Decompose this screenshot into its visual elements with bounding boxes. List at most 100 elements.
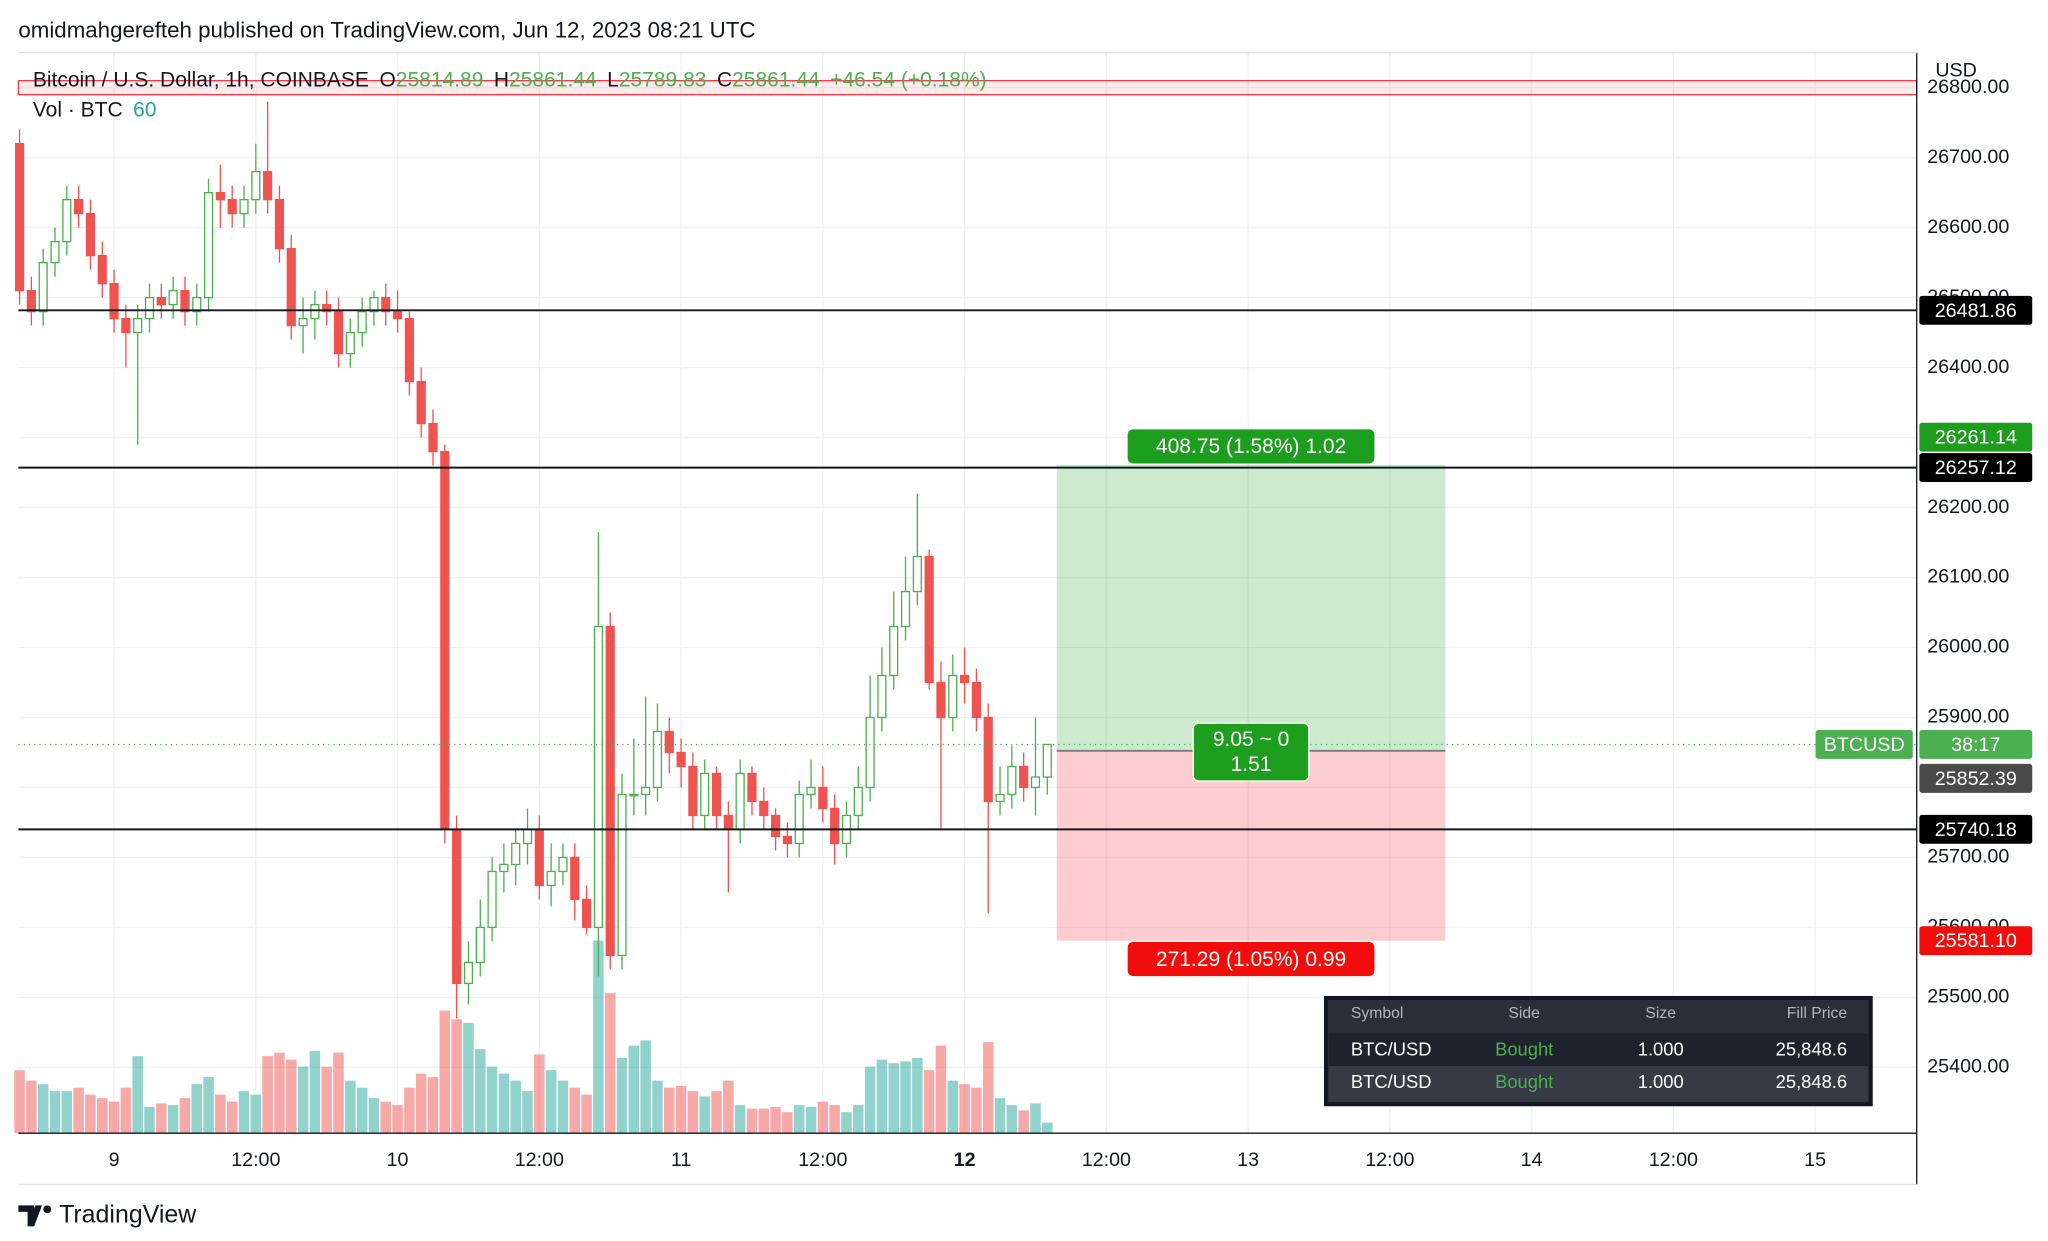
candle-body — [428, 422, 438, 453]
table-cell: BTC/USD — [1351, 1071, 1432, 1092]
profit-zone — [1056, 464, 1446, 751]
candle-body — [830, 807, 840, 845]
target-tag: 26261.14 — [1935, 427, 2017, 449]
candle-body — [593, 625, 603, 929]
table-cell: BTC/USD — [1351, 1038, 1432, 1059]
y-tick-label: 25900.00 — [1927, 706, 2009, 728]
volume-bar — [841, 1112, 852, 1134]
candle-body — [1007, 765, 1017, 796]
volume-bar — [321, 1066, 332, 1134]
loss-zone — [1056, 750, 1446, 941]
footer-brand: TradingView — [59, 1200, 197, 1228]
y-tick-label: 26100.00 — [1927, 566, 2009, 588]
candle-body — [700, 772, 710, 817]
candle-body — [948, 674, 958, 719]
symbol-tag-bg — [1815, 730, 1913, 759]
volume-bar — [404, 1087, 415, 1134]
candle-body — [203, 192, 214, 299]
candle-body — [641, 786, 651, 796]
volume-legend: Vol · BTC 60 — [33, 98, 157, 121]
volume-bar — [132, 1056, 143, 1134]
candle-body — [26, 289, 36, 313]
table-cell: 25,848.6 — [1776, 1071, 1847, 1092]
legend: Bitcoin / U.S. Dollar, 1h, COINBASE O2581… — [33, 68, 987, 91]
volume-bar — [734, 1105, 746, 1134]
x-tick-label: 13 — [1237, 1149, 1259, 1171]
volume-bar — [723, 1080, 734, 1134]
x-tick-label: 12:00 — [1082, 1149, 1131, 1171]
candle-body — [50, 240, 60, 264]
level-tag-bg — [1919, 814, 2033, 844]
volume-bar — [534, 1054, 545, 1134]
legend-title: Bitcoin / U.S. Dollar, 1h, COINBASE — [33, 68, 369, 91]
volume-bar — [226, 1101, 238, 1134]
volume-bar — [274, 1052, 285, 1134]
y-tick-label: 25500.00 — [1927, 986, 2009, 1008]
candle-body — [581, 898, 592, 929]
volume-bar — [333, 1052, 344, 1134]
volume-bar — [1030, 1103, 1041, 1134]
volume-bar — [392, 1105, 403, 1134]
legend-l: L — [607, 68, 619, 91]
candle-body — [227, 199, 237, 215]
volume-bar — [26, 1080, 37, 1134]
volume-bar — [191, 1084, 203, 1134]
volume-bar — [711, 1091, 722, 1134]
candle-body — [463, 961, 474, 985]
volume-bar — [120, 1087, 132, 1134]
x-tick-label: 10 — [387, 1149, 409, 1171]
candle-body — [912, 555, 922, 593]
symbol-tag: BTCUSD — [1824, 734, 1905, 756]
volume-bar — [510, 1080, 521, 1134]
candle-body — [558, 856, 568, 873]
legend-o: O — [379, 68, 395, 91]
volume-bar — [758, 1108, 770, 1134]
y-tick-label: 26200.00 — [1927, 496, 2009, 518]
candle-body — [995, 793, 1005, 803]
candle-body — [322, 303, 332, 313]
candle-body — [357, 310, 367, 334]
volume-bar — [85, 1094, 96, 1134]
volume-bar — [829, 1105, 840, 1134]
candle-body — [180, 289, 190, 313]
volume-bar — [616, 1057, 628, 1134]
table-cell: 1.000 — [1638, 1038, 1684, 1059]
candle-body — [759, 800, 769, 817]
volume-bar — [368, 1098, 380, 1134]
orders-table: Symbol Side Size Fill Price BTC/USD Boug… — [1323, 995, 1873, 1107]
volume-bar — [604, 993, 616, 1134]
stop-tag-bg — [1919, 926, 2033, 956]
candle-body — [924, 555, 934, 684]
volume-label: Vol · BTC — [33, 98, 123, 121]
volume-bar — [782, 1112, 793, 1134]
volume-bar — [203, 1077, 214, 1134]
table-row-bg — [1328, 1033, 1869, 1067]
candle-body — [14, 143, 25, 292]
candle-body — [960, 674, 970, 684]
candle-body — [747, 772, 757, 803]
table-cell: Bought — [1495, 1071, 1553, 1092]
volume-bar — [286, 1059, 297, 1134]
volume-bar — [935, 1045, 947, 1134]
candle-body — [475, 926, 485, 964]
candle-body — [97, 254, 107, 285]
volume-bar — [37, 1084, 49, 1134]
candle-body — [298, 317, 308, 327]
candle-body — [263, 171, 273, 201]
volume-bar — [746, 1108, 758, 1134]
center-label: 9.05 ~ 0 — [1213, 728, 1289, 751]
candle-body — [723, 814, 733, 831]
volume-bar — [439, 1010, 451, 1134]
volume-bar — [309, 1050, 321, 1134]
volume-bar — [770, 1106, 781, 1134]
candle-body — [1030, 776, 1041, 789]
volume-bar — [215, 1094, 226, 1134]
candle-body — [983, 716, 993, 803]
x-tick-label: 12:00 — [798, 1149, 847, 1171]
volume-bar — [238, 1091, 250, 1134]
candle-body — [522, 828, 533, 845]
x-tick-label: 12:00 — [1365, 1149, 1414, 1171]
volume-bar — [652, 1080, 663, 1134]
